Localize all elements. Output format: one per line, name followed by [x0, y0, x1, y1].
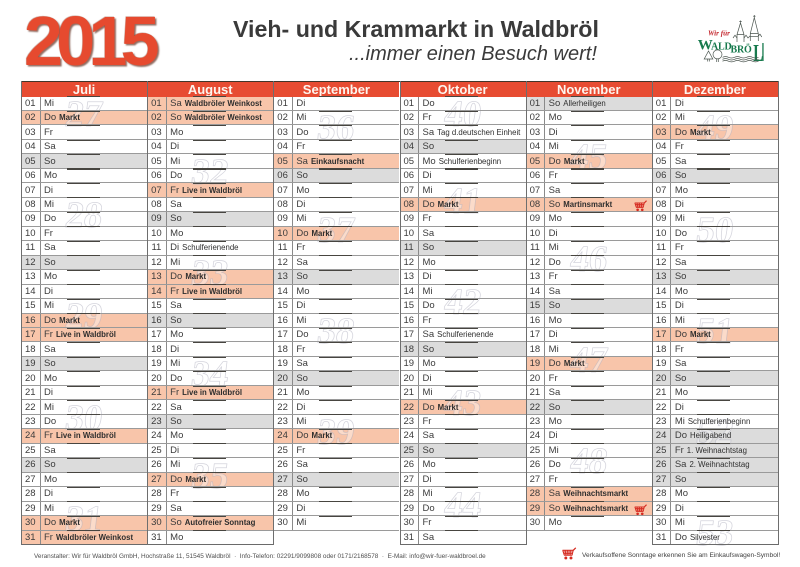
svg-text:W: W: [698, 37, 713, 53]
svg-text:ALD: ALD: [711, 41, 732, 52]
svg-text:Wir für: Wir für: [708, 30, 730, 38]
svg-text:L: L: [753, 40, 763, 66]
svg-text:BRÖ: BRÖ: [731, 42, 752, 55]
